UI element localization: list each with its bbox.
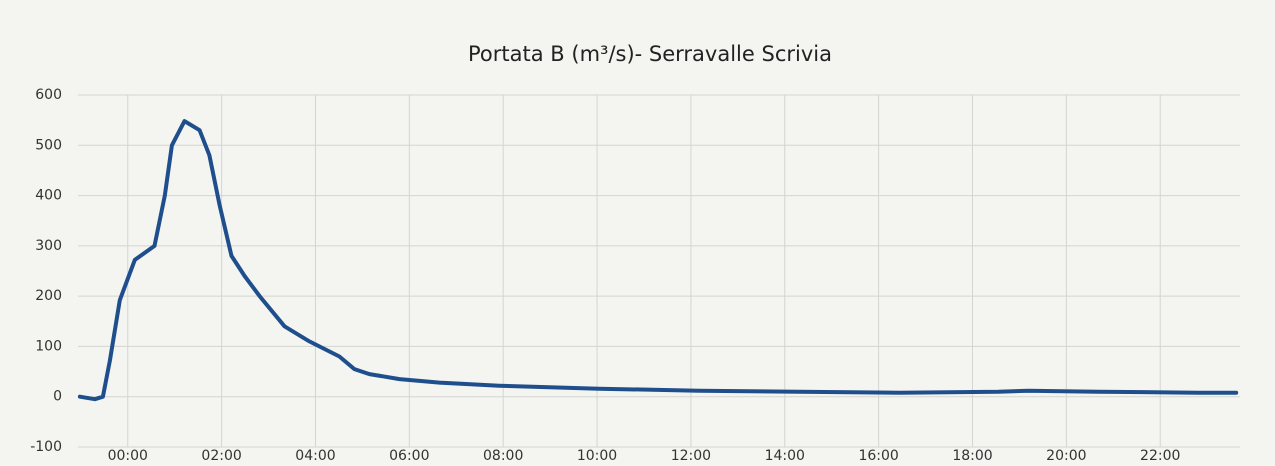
x-tick-label: 12:00 xyxy=(671,448,711,464)
y-tick-label: -100 xyxy=(30,439,62,455)
y-tick-label: 500 xyxy=(35,137,62,153)
x-tick-label: 04:00 xyxy=(295,448,335,464)
y-tick-label: 400 xyxy=(35,188,62,204)
x-tick-label: 18:00 xyxy=(952,448,992,464)
x-tick-label: 22:00 xyxy=(1140,448,1180,464)
y-tick-label: 0 xyxy=(53,389,62,405)
x-tick-label: 02:00 xyxy=(201,448,241,464)
data-line xyxy=(77,119,1239,402)
chart-title: Portata B (m³/s)- Serravalle Scrivia xyxy=(468,42,832,66)
x-tick-label: 08:00 xyxy=(483,448,523,464)
x-tick-label: 20:00 xyxy=(1046,448,1086,464)
x-tick-label: 06:00 xyxy=(389,448,429,464)
x-tick-label: 16:00 xyxy=(858,448,898,464)
y-tick-label: 200 xyxy=(35,288,62,304)
y-tick-label: 300 xyxy=(35,238,62,254)
x-tick-label: 00:00 xyxy=(108,448,148,464)
x-tick-label: 10:00 xyxy=(577,448,617,464)
y-tick-label: 100 xyxy=(35,338,62,354)
y-tick-label: 600 xyxy=(35,87,62,103)
x-tick-label: 14:00 xyxy=(765,448,805,464)
